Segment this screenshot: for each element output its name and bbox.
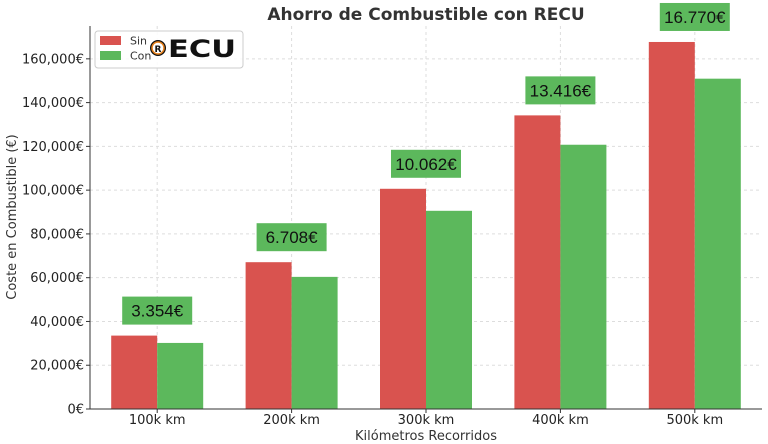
bar-sin-2 [245, 262, 292, 409]
savings-box [122, 296, 193, 325]
savings-label: 10.062€ [395, 155, 457, 174]
savings-label: 3.354€ [131, 302, 184, 321]
y-ticks-group: 0€ 20,000€ 40,000€ 60,000€ 80,000€ 100,000€ 12… [22, 52, 90, 418]
bars-group [111, 41, 741, 410]
bar-con-2 [291, 276, 338, 409]
x-tick-label: 200k km [263, 413, 320, 428]
legend-swatch-con [100, 51, 121, 60]
recu-logo: R ECU [150, 35, 236, 63]
savings-box [659, 2, 730, 31]
bar-sin-5 [648, 41, 695, 410]
bar-con-5 [694, 78, 741, 409]
y-tick-label: 120,000€ [22, 140, 84, 155]
savings-label: 13.416€ [530, 81, 592, 100]
logo-wordmark: ECU [168, 35, 236, 63]
bar-sin-4 [514, 115, 561, 409]
x-tick-label: 100k km [129, 413, 186, 428]
legend-box [94, 30, 244, 69]
y-axis-label: Coste en Combustible (€) [5, 134, 20, 299]
savings-label: 16.770€ [664, 8, 726, 27]
x-tick-label: 400k km [532, 413, 589, 428]
legend-label-sin: Sin [130, 35, 147, 48]
bar-sin-3 [380, 188, 426, 409]
chart-title: Ahorro de Combustible con RECU [267, 5, 584, 25]
logo-badge-inner [151, 41, 165, 55]
y-tick-label: 20,000€ [30, 359, 84, 374]
legend-label-con: Con [130, 50, 151, 63]
savings-label: 6.708€ [266, 228, 319, 247]
y-tick-label: 40,000€ [30, 315, 84, 330]
bar-con-1 [157, 342, 204, 409]
y-tick-label: 160,000€ [22, 52, 84, 67]
legend: Sin Con R ECU [94, 30, 244, 69]
savings-box [525, 76, 596, 105]
y-tick-label: 80,000€ [30, 227, 84, 242]
bar-con-3 [426, 210, 472, 409]
savings-labels-group: 3.354€ 6.708€ 10.062€ 13.416€ 16.770€ [122, 2, 730, 325]
x-axis-label: Kilómetros Recorridos [355, 429, 497, 444]
x-tick-label: 500k km [666, 413, 723, 428]
y-tick-label: 60,000€ [30, 271, 84, 286]
y-tick-label: 100,000€ [22, 184, 84, 199]
savings-box [391, 149, 461, 178]
y-tick-label: 140,000€ [22, 96, 84, 111]
x-tick-label: 300k km [398, 413, 455, 428]
x-ticks-group: 100k km 200k km 300k km 400k km 500k km [129, 409, 723, 428]
y-tick-label: 0€ [67, 403, 84, 418]
savings-box [256, 223, 327, 252]
bar-con-4 [560, 144, 607, 409]
bar-sin-1 [111, 335, 158, 409]
logo-badge-letter: R [155, 45, 162, 55]
legend-swatch-sin [100, 36, 121, 45]
